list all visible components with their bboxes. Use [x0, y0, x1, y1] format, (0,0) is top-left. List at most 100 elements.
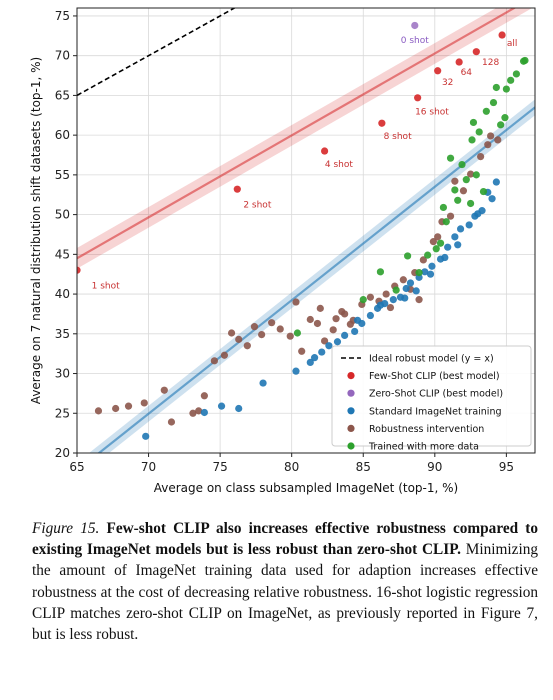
point-annotation: 128 [482, 58, 499, 68]
robustness-point [419, 256, 427, 264]
robustness-point [292, 298, 300, 306]
standard-point [444, 243, 452, 251]
point-annotation: 32 [442, 78, 453, 88]
more-data-point [446, 154, 455, 162]
standard-point [333, 338, 342, 346]
standard-point [389, 296, 397, 304]
legend-entry-label: Zero-Shot CLIP (best model) [369, 389, 503, 400]
more-data-point [466, 199, 475, 208]
robustness-point [210, 357, 218, 365]
standard-point [456, 225, 465, 233]
more-data-point [468, 136, 476, 144]
more-data-point [454, 196, 462, 204]
plot-area [77, 8, 535, 453]
point-annotation: 16 shot [415, 107, 449, 117]
legend-entry-label: Few-Shot CLIP (best model) [369, 371, 500, 382]
caption-body-text: Minimizing the amount of ImageNet traini… [32, 541, 538, 644]
y-tick-label: 55 [55, 168, 70, 182]
standard-series [142, 178, 500, 440]
more-data-series [293, 56, 529, 337]
robustness-point [298, 347, 306, 355]
more-data-point [521, 56, 529, 65]
standard-point [217, 402, 226, 410]
more-data-point [482, 107, 490, 115]
robustness-point [459, 187, 468, 195]
robustness-point [258, 330, 266, 339]
robustness-point [477, 152, 485, 161]
standard-fit-band [89, 99, 535, 453]
few-shot-fit-line [77, 8, 517, 260]
robustness-point [306, 315, 314, 324]
robustness-point [276, 325, 284, 333]
robustness-point [160, 386, 168, 394]
more-data-point [462, 176, 470, 184]
robustness-point [366, 293, 375, 301]
robustness-point [200, 392, 208, 400]
robustness-point [415, 296, 423, 304]
few-shot-point [472, 48, 480, 56]
more-data-point [404, 252, 412, 260]
robustness-point [386, 303, 395, 312]
more-data-point [497, 121, 505, 129]
robustness-point [124, 402, 133, 410]
more-data-point [442, 218, 450, 226]
legend-marker [347, 372, 355, 380]
more-data-point [293, 329, 302, 337]
chart-container: 1 shot 2 shot 4 shot 8 shot 16 shot 32 64 128 al… [29, 7, 536, 495]
more-data-point [359, 296, 367, 304]
y-tick-label: 60 [55, 128, 70, 142]
robustness-point [484, 141, 492, 149]
more-data-point [479, 187, 488, 196]
standard-point [441, 253, 449, 262]
y-tick-label: 70 [55, 49, 70, 63]
robustness-point [250, 323, 259, 331]
standard-point [402, 284, 410, 293]
more-data-point [424, 251, 432, 259]
robustness-point [313, 319, 322, 328]
more-data-point [501, 114, 509, 122]
plot-frame [76, 7, 536, 454]
standard-point [406, 279, 415, 287]
legend-entry-label: Robustness intervention [369, 424, 484, 435]
standard-point [318, 348, 326, 356]
x-tick-label: 75 [212, 460, 227, 474]
point-annotation: 1 shot [92, 282, 120, 292]
robustness-point [112, 404, 120, 413]
y-tick-label: 20 [55, 446, 70, 460]
caption-figure-label: Figure 15. [32, 520, 100, 537]
scatter-chart: 1 shot 2 shot 4 shot 8 shot 16 shot 32 64 128 al… [29, 7, 536, 495]
point-annotation: 0 shot [401, 36, 429, 46]
standard-point [488, 195, 496, 203]
few-shot-point [77, 266, 81, 274]
standard-point [325, 342, 333, 350]
point-annotation: 2 shot [243, 200, 271, 210]
few-shot-point [455, 58, 463, 66]
more-data-point [489, 98, 498, 107]
standard-point [310, 354, 319, 362]
point-annotation: 8 shot [384, 132, 412, 142]
robustness-point [94, 407, 103, 415]
few-shot-point [321, 147, 329, 155]
y-tick-label: 50 [55, 208, 70, 222]
y-tick-label: 30 [55, 367, 70, 381]
standard-point [142, 432, 150, 440]
more-data-point [432, 245, 440, 253]
zero-shot-series [411, 21, 419, 30]
robustness-point [286, 332, 294, 340]
robustness-point [321, 337, 329, 345]
standard-point [292, 367, 300, 375]
robustness-point [243, 342, 251, 350]
robustness-point [220, 351, 229, 359]
legend-entry-label: Standard ImageNet training [369, 406, 502, 417]
legend: Ideal robust model (y = x) Few-Shot CLIP … [331, 345, 532, 453]
few-shot-series [77, 31, 506, 274]
standard-point [426, 270, 435, 278]
robustness-point [466, 170, 475, 178]
standard-point [341, 331, 349, 339]
standard-point [465, 221, 473, 229]
point-annotation: all [507, 39, 518, 49]
robustness-series [94, 132, 502, 426]
y-tick-label: 45 [55, 247, 70, 261]
few-shot-point [498, 31, 506, 39]
few-shot-point [233, 185, 241, 193]
